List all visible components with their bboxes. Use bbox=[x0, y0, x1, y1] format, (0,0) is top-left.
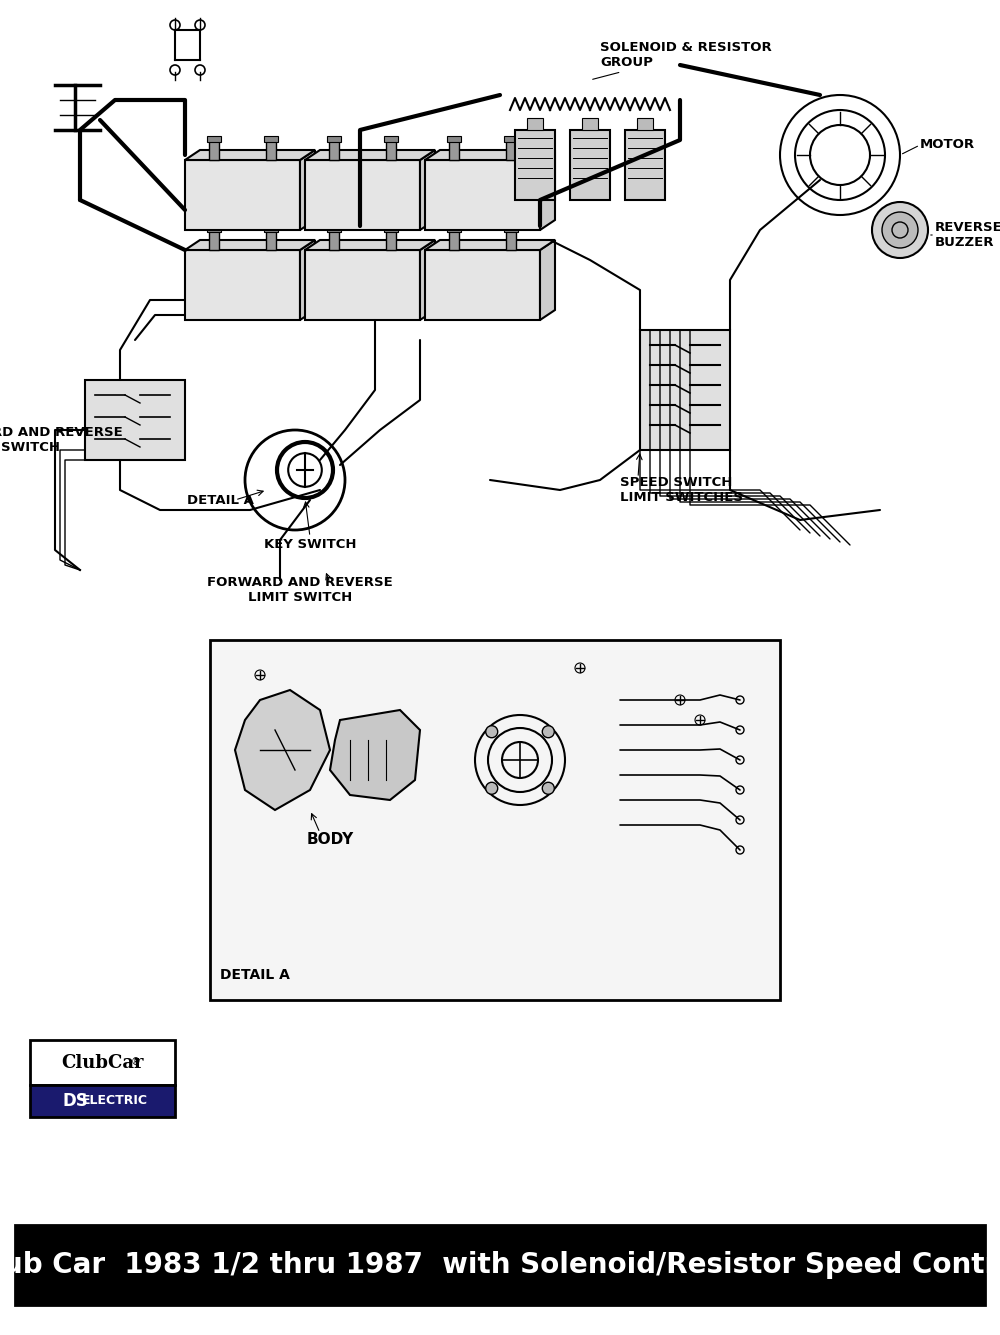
Bar bbox=[327, 136, 341, 142]
Polygon shape bbox=[425, 240, 555, 250]
Bar bbox=[207, 136, 221, 142]
Polygon shape bbox=[330, 710, 420, 800]
Polygon shape bbox=[185, 150, 315, 160]
Text: DETAIL A: DETAIL A bbox=[220, 968, 290, 983]
Bar bbox=[85, 380, 185, 461]
Text: MOTOR: MOTOR bbox=[920, 139, 975, 151]
Bar bbox=[15, 1226, 985, 1306]
Text: FORWARD AND REVERSE
LIMIT SWITCH: FORWARD AND REVERSE LIMIT SWITCH bbox=[207, 575, 393, 603]
Bar bbox=[386, 140, 396, 160]
Circle shape bbox=[882, 212, 918, 248]
Polygon shape bbox=[420, 150, 435, 230]
Bar bbox=[447, 136, 461, 142]
Text: DETAIL A: DETAIL A bbox=[187, 494, 253, 506]
Circle shape bbox=[486, 782, 498, 794]
Bar bbox=[210, 639, 780, 1000]
Bar bbox=[582, 117, 598, 129]
Text: SOLENOID & RESISTOR
GROUP: SOLENOID & RESISTOR GROUP bbox=[593, 41, 772, 79]
Bar bbox=[209, 230, 219, 250]
Bar bbox=[386, 230, 396, 250]
Bar bbox=[264, 136, 278, 142]
Circle shape bbox=[542, 782, 554, 794]
Bar bbox=[449, 230, 459, 250]
Circle shape bbox=[542, 726, 554, 738]
Bar bbox=[625, 129, 665, 200]
Polygon shape bbox=[425, 150, 555, 160]
Bar bbox=[305, 160, 420, 230]
Bar bbox=[329, 140, 339, 160]
Bar bbox=[515, 129, 555, 200]
Circle shape bbox=[486, 726, 498, 738]
Polygon shape bbox=[305, 150, 435, 160]
Bar bbox=[329, 230, 339, 250]
Polygon shape bbox=[235, 690, 330, 810]
Text: REVERSE
BUZZER: REVERSE BUZZER bbox=[935, 222, 1000, 250]
Text: ClubCar: ClubCar bbox=[61, 1055, 143, 1072]
Polygon shape bbox=[300, 240, 315, 320]
Bar bbox=[449, 140, 459, 160]
Text: FORWARD AND REVERSE
SWITCH: FORWARD AND REVERSE SWITCH bbox=[0, 426, 123, 454]
Text: SPEED SWITCH
LIMIT SWITCHES: SPEED SWITCH LIMIT SWITCHES bbox=[620, 477, 743, 505]
Bar bbox=[327, 226, 341, 232]
Bar bbox=[266, 230, 276, 250]
Bar bbox=[264, 226, 278, 232]
Text: Club Car  1983 1/2 thru 1987  with Solenoid/Resistor Speed Control: Club Car 1983 1/2 thru 1987 with Solenoi… bbox=[0, 1251, 1000, 1279]
Bar bbox=[570, 129, 610, 200]
Bar bbox=[637, 117, 653, 129]
Polygon shape bbox=[305, 240, 435, 250]
Bar bbox=[384, 136, 398, 142]
Text: ELECTRIC: ELECTRIC bbox=[82, 1095, 148, 1108]
Bar bbox=[506, 230, 516, 250]
Circle shape bbox=[872, 202, 928, 258]
Bar bbox=[30, 1085, 175, 1117]
Bar bbox=[185, 160, 300, 230]
Polygon shape bbox=[420, 240, 435, 320]
Bar bbox=[504, 226, 518, 232]
Bar bbox=[425, 250, 540, 320]
Polygon shape bbox=[185, 240, 315, 250]
Bar bbox=[527, 117, 543, 129]
Polygon shape bbox=[300, 150, 315, 230]
Bar bbox=[185, 250, 300, 320]
Bar bbox=[207, 226, 221, 232]
Polygon shape bbox=[540, 240, 555, 320]
Text: BODY: BODY bbox=[306, 833, 354, 848]
Bar bbox=[425, 160, 540, 230]
Bar bbox=[209, 140, 219, 160]
Text: ®: ® bbox=[130, 1057, 140, 1067]
Text: DS: DS bbox=[62, 1092, 88, 1109]
Text: KEY SWITCH: KEY SWITCH bbox=[264, 538, 356, 551]
Bar bbox=[504, 136, 518, 142]
Bar bbox=[447, 226, 461, 232]
Bar bbox=[384, 226, 398, 232]
Bar bbox=[30, 1040, 175, 1085]
Polygon shape bbox=[540, 150, 555, 230]
Bar bbox=[506, 140, 516, 160]
Bar bbox=[640, 330, 730, 450]
Bar bbox=[266, 140, 276, 160]
Bar bbox=[305, 250, 420, 320]
